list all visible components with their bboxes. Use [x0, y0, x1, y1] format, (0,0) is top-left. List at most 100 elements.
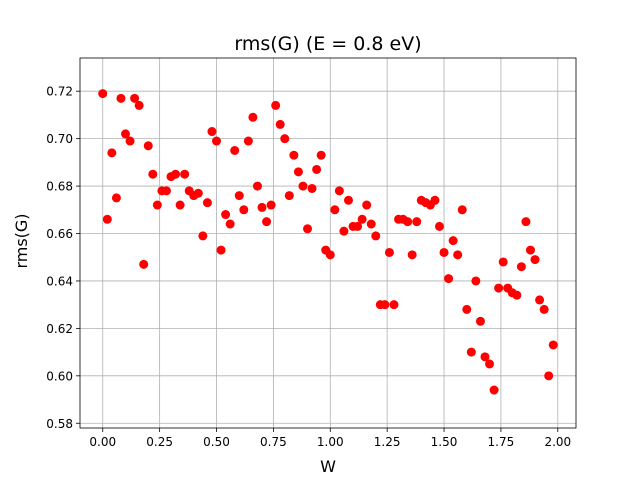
data-point — [221, 210, 231, 220]
y-tick-label: 0.62 — [46, 322, 73, 336]
data-point — [171, 169, 181, 179]
data-point — [366, 219, 376, 229]
data-point — [512, 290, 522, 300]
data-point — [175, 200, 185, 210]
y-tick-label: 0.60 — [46, 369, 73, 383]
data-point — [384, 247, 394, 257]
data-point — [243, 136, 253, 146]
data-point — [161, 186, 171, 196]
y-tick-label: 0.68 — [46, 180, 73, 194]
data-point — [380, 300, 390, 310]
data-point — [334, 186, 344, 196]
data-point — [234, 191, 244, 201]
y-axis-ticks: 0.58 0.60 0.62 0.64 0.66 0.68 0.70 0.72 — [46, 85, 80, 431]
data-point — [494, 283, 504, 293]
data-point — [248, 112, 258, 122]
x-tick-label: 1.00 — [317, 435, 344, 449]
data-point — [548, 340, 558, 350]
data-point — [152, 200, 162, 210]
data-point — [453, 250, 463, 260]
data-point — [139, 259, 149, 269]
data-point — [130, 93, 140, 103]
data-point — [116, 93, 126, 103]
data-point — [303, 224, 313, 234]
data-point — [257, 202, 267, 212]
data-point — [444, 274, 454, 284]
data-point — [530, 255, 540, 265]
data-point — [284, 191, 294, 201]
x-grid — [102, 58, 559, 428]
data-point — [207, 127, 217, 137]
data-point — [343, 195, 353, 205]
data-point — [111, 193, 121, 203]
data-point — [252, 181, 262, 191]
data-points — [98, 89, 558, 395]
data-point — [489, 385, 499, 395]
data-point — [448, 236, 458, 246]
data-point — [180, 169, 190, 179]
data-point — [193, 188, 203, 198]
x-axis-label: W — [320, 457, 336, 476]
data-point — [293, 167, 303, 177]
y-tick-label: 0.64 — [46, 274, 73, 288]
data-point — [485, 359, 495, 369]
data-point — [271, 100, 281, 110]
data-point — [403, 217, 413, 227]
data-point — [225, 219, 235, 229]
data-point — [230, 146, 240, 155]
x-tick-label: 2.00 — [544, 435, 571, 449]
data-point — [371, 231, 381, 241]
data-point — [412, 217, 422, 227]
data-point — [439, 247, 449, 257]
data-point — [107, 148, 117, 158]
data-point — [430, 195, 440, 205]
x-tick-label: 0.25 — [146, 435, 173, 449]
data-point — [389, 300, 399, 310]
data-point — [535, 295, 545, 305]
data-point — [466, 347, 476, 357]
data-point — [516, 262, 526, 272]
data-point — [216, 245, 226, 255]
data-point — [239, 205, 249, 215]
data-point — [134, 100, 144, 110]
data-point — [307, 183, 317, 193]
data-point — [357, 214, 367, 224]
data-point — [457, 205, 467, 215]
data-point — [407, 250, 417, 260]
y-axis-label: rms(G) — [12, 213, 31, 268]
data-point — [121, 129, 131, 139]
data-point — [339, 226, 349, 236]
y-tick-label: 0.58 — [46, 417, 73, 431]
data-point — [325, 250, 335, 260]
x-axis-ticks: 0.00 0.25 0.50 0.75 1.00 1.25 1.50 1.75 2.00 — [89, 428, 571, 449]
data-point — [289, 150, 299, 160]
y-tick-label: 0.72 — [46, 85, 73, 99]
data-point — [125, 136, 135, 146]
data-point — [544, 371, 554, 381]
data-point — [312, 164, 322, 174]
x-tick-label: 1.25 — [374, 435, 401, 449]
data-point — [143, 141, 153, 151]
data-point — [198, 231, 208, 241]
x-tick-label: 1.75 — [488, 435, 515, 449]
data-point — [362, 200, 372, 210]
data-point — [498, 257, 508, 267]
data-point — [525, 245, 535, 255]
data-point — [280, 134, 290, 144]
chart-title: rms(G) (E = 0.8 eV) — [234, 33, 421, 55]
x-tick-label: 0.50 — [203, 435, 230, 449]
data-point — [212, 136, 222, 146]
data-point — [266, 200, 276, 210]
data-point — [298, 181, 308, 191]
data-point — [275, 119, 285, 129]
plot-frame — [79, 57, 577, 429]
data-point — [316, 150, 326, 160]
data-point — [480, 352, 490, 362]
y-grid — [80, 90, 576, 424]
x-tick-label: 0.00 — [89, 435, 116, 449]
data-point — [202, 198, 212, 208]
data-point — [148, 169, 158, 179]
data-point — [330, 205, 340, 215]
